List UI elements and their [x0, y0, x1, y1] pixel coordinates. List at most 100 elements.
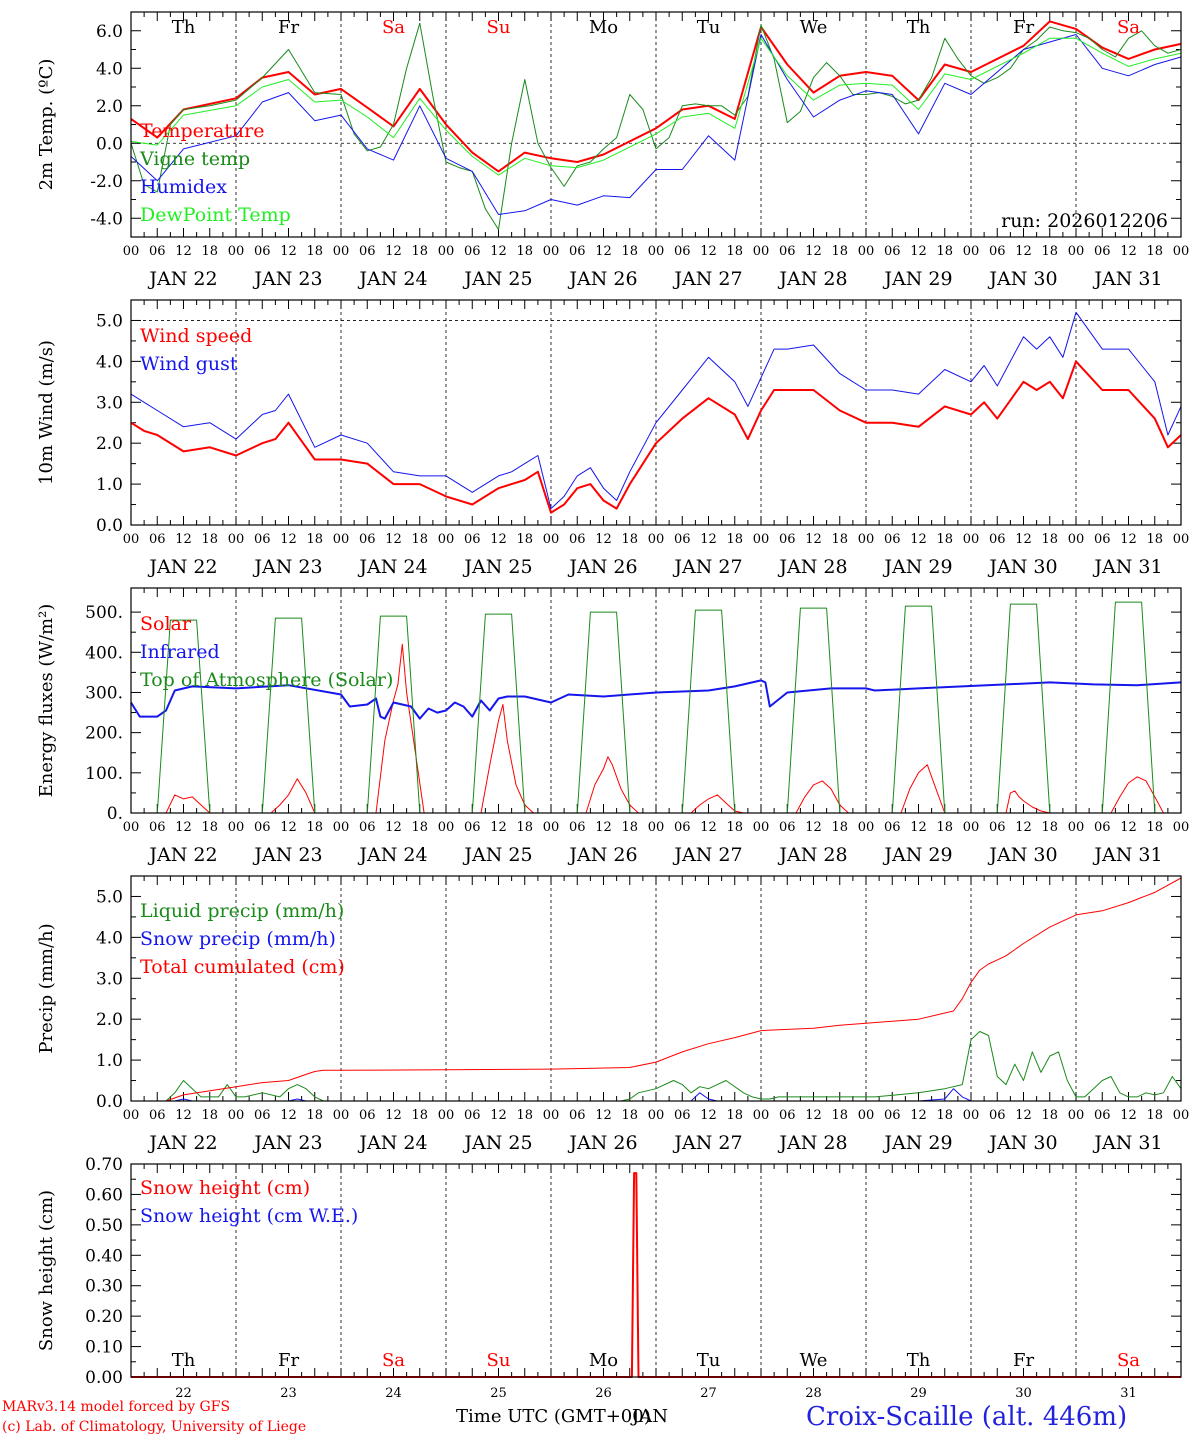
x-hour-label: 12	[1120, 1108, 1137, 1123]
x-hour-label: 18	[936, 820, 953, 835]
x-hour-label: 00	[648, 1108, 665, 1123]
x-hour-label: 00	[438, 1108, 455, 1123]
x-date-label: JAN 23	[252, 1132, 322, 1154]
y-tick-label: 2.0	[96, 97, 123, 117]
legend-entry: Snow precip (mm/h)	[140, 928, 336, 950]
x-hour-label: 06	[464, 244, 481, 259]
y-tick-label: 0.0	[96, 516, 123, 536]
x-hour-label: 12	[175, 244, 192, 259]
x-hour-label: 12	[490, 532, 507, 547]
x-hour-label: 06	[254, 1108, 271, 1123]
series-line-dewpoint-temp	[130, 37, 1182, 176]
y-tick-label: 0.00	[85, 1368, 123, 1388]
x-hour-label: 00	[753, 532, 770, 547]
x-hour-label: 06	[779, 1108, 796, 1123]
y-tick-label: 0.30	[85, 1277, 123, 1297]
x-hour-label: 18	[411, 1108, 428, 1123]
day-number-label: 30	[1015, 1386, 1032, 1401]
x-hour-label: 00	[1173, 532, 1190, 547]
x-hour-label: 12	[595, 244, 612, 259]
weekday-label: Mo	[589, 1350, 618, 1371]
x-hour-label: 00	[858, 1108, 875, 1123]
x-date-label: JAN 28	[777, 844, 847, 866]
x-hour-label: 12	[385, 1108, 402, 1123]
x-hour-label: 00	[963, 820, 980, 835]
y-tick-label: 4.0	[96, 59, 123, 79]
day-number-label: 28	[805, 1386, 822, 1401]
x-hour-label: 12	[385, 244, 402, 259]
day-number-label: 31	[1120, 1386, 1137, 1401]
x-date-label: JAN 27	[672, 268, 742, 290]
x-hour-label: 06	[674, 1108, 691, 1123]
y-tick-label: 2.0	[96, 1010, 123, 1030]
y-tick-label: 3.0	[96, 969, 123, 989]
x-hour-label: 06	[464, 1108, 481, 1123]
plot-frame	[130, 1163, 1182, 1378]
x-hour-label: 00	[438, 532, 455, 547]
x-hour-label: 18	[936, 1108, 953, 1123]
x-hour-label: 18	[831, 1108, 848, 1123]
y-axis-label: Snow height (cm)	[36, 1190, 57, 1351]
plot-frame	[130, 11, 1182, 238]
y-axis-label: 10m Wind (m/s)	[36, 340, 57, 485]
x-hour-label: 00	[228, 244, 245, 259]
x-hour-label: 00	[858, 532, 875, 547]
x-hour-label: 12	[805, 244, 822, 259]
x-hour-label: 12	[595, 1108, 612, 1123]
x-hour-label: 18	[516, 244, 533, 259]
legend-entry: DewPoint Temp	[140, 204, 291, 226]
x-axis-title: Time UTC (GMT+00) JAN	[456, 1406, 668, 1427]
x-hour-label: 06	[464, 820, 481, 835]
day-number-label: 26	[595, 1386, 612, 1401]
x-hour-label: 06	[884, 244, 901, 259]
weekday-label: Fr	[1013, 1350, 1034, 1371]
x-hour-label: 06	[149, 1108, 166, 1123]
x-hour-label: 12	[175, 820, 192, 835]
x-hour-label: 00	[438, 820, 455, 835]
x-date-label: JAN 22	[147, 556, 217, 578]
weekday-label: Sa	[1117, 17, 1140, 38]
x-date-label: JAN 30	[987, 556, 1057, 578]
y-tick-label: 1.0	[96, 475, 123, 495]
y-tick-label: 0.20	[85, 1307, 123, 1327]
model-credit: MARv3.14 model forced by GFS	[2, 1399, 231, 1415]
x-date-label: JAN 24	[357, 1132, 427, 1154]
x-hour-label: 12	[490, 1108, 507, 1123]
x-date-label: JAN 25	[462, 556, 532, 578]
weekday-label: Fr	[1013, 17, 1034, 38]
y-tick-label: 1.0	[96, 1051, 123, 1071]
x-hour-label: 18	[726, 532, 743, 547]
y-tick-label: 400.	[85, 643, 123, 663]
x-hour-label: 06	[359, 532, 376, 547]
x-hour-label: 18	[726, 244, 743, 259]
plot-frame	[130, 587, 1182, 814]
x-date-label: JAN 22	[147, 268, 217, 290]
legend-entry: Humidex	[140, 176, 227, 198]
x-date-label: JAN 31	[1092, 268, 1162, 290]
x-date-label: JAN 22	[147, 1132, 217, 1154]
x-hour-label: 06	[1094, 532, 1111, 547]
x-hour-label: 00	[333, 1108, 350, 1123]
x-hour-label: 00	[753, 820, 770, 835]
x-hour-label: 06	[1094, 1108, 1111, 1123]
x-hour-label: 00	[963, 244, 980, 259]
x-hour-label: 00	[123, 1108, 140, 1123]
x-hour-label: 18	[621, 1108, 638, 1123]
x-hour-label: 18	[726, 820, 743, 835]
x-hour-label: 00	[333, 820, 350, 835]
x-hour-label: 18	[516, 532, 533, 547]
panel-4: 0.0 1.0 2.0 3.0 4.0 5.0 Precip (mm/h) Liquid pr…	[36, 875, 1189, 1154]
weekday-label: Th	[907, 17, 931, 38]
weekday-label: Th	[172, 1350, 196, 1371]
weekday-label: Fr	[278, 17, 299, 38]
x-date-label: JAN 23	[252, 844, 322, 866]
x-hour-label: 18	[936, 532, 953, 547]
x-hour-label: 00	[123, 820, 140, 835]
x-hour-label: 06	[989, 532, 1006, 547]
x-hour-label: 18	[306, 244, 323, 259]
x-hour-label: 18	[1146, 820, 1163, 835]
y-axis-label: Precip (mm/h)	[36, 923, 57, 1053]
panel-1: -4.0 -2.0 0.0 2.0 4.0 6.0 2m Temp. (ºC) Tempera…	[36, 11, 1189, 290]
series-line-wind-gust	[130, 311, 1182, 510]
x-hour-label: 00	[123, 532, 140, 547]
